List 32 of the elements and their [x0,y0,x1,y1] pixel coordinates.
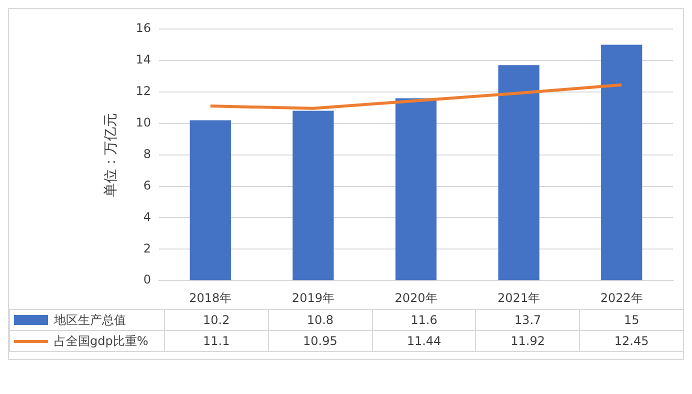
bar [292,110,334,280]
data-label: 10.95 [268,330,372,352]
data-label: 11.6 [372,310,476,330]
y-tick-label: 4 [143,210,151,224]
y-tick-label: 2 [143,241,151,256]
y-tick-label: 8 [143,146,151,161]
data-label: 15 [580,310,684,330]
x-tick-label: 2018年 [189,290,232,305]
x-tick-label: 2021年 [498,290,540,305]
bar [395,98,437,280]
data-label: 11.44 [372,330,476,352]
y-tick-label: 10 [136,115,151,130]
bar [601,44,642,280]
legend-label: 地区生产总值 [54,312,126,326]
y-tick-label: 12 [136,84,151,98]
data-label: 10.8 [268,310,372,330]
data-label: 11.1 [164,330,268,352]
bar [190,120,231,280]
y-tick-label: 14 [136,52,151,67]
data-label: 12.45 [580,330,684,352]
bar [498,65,540,280]
data-label: 13.7 [476,310,580,330]
x-tick-label: 2022年 [600,290,643,305]
y-tick-label: 16 [136,21,151,36]
data-label: 10.2 [164,310,268,330]
data-label: 11.92 [476,330,580,352]
y-tick-label: 6 [143,178,151,192]
y-tick-label: 0 [143,272,151,287]
x-tick-label: 2020年 [394,290,438,305]
x-tick-label: 2019年 [292,290,334,305]
legend-label: 占全国gdp比重% [54,334,148,348]
y-axis-title: 单位：万亿元 [103,112,120,197]
